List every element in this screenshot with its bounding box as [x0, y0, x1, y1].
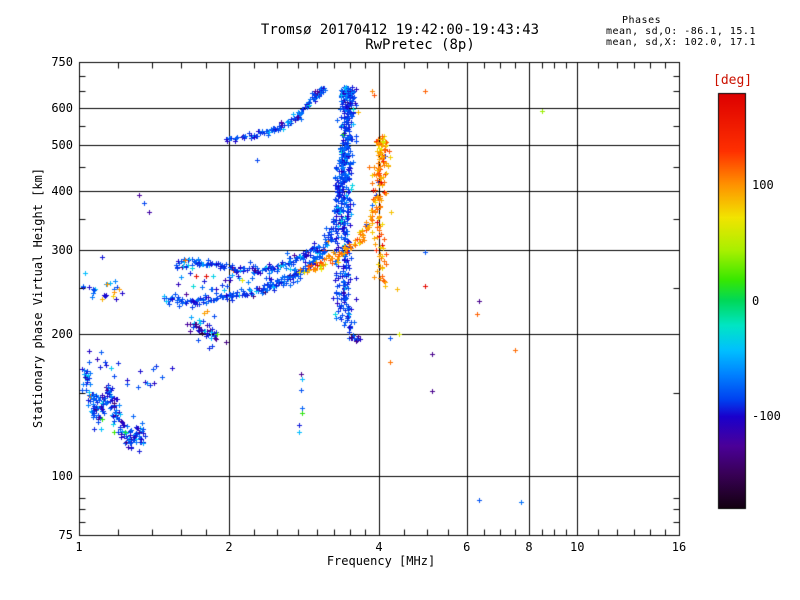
y-tick-label: 750: [51, 55, 73, 69]
plot-title: Tromsø 20170412 19:42:00-19:43:43: [260, 22, 540, 38]
x-tick-label: 4: [375, 540, 383, 554]
y-tick-label: 600: [51, 100, 73, 115]
y-tick-label: 100: [51, 468, 73, 483]
x-tick-label: 8: [525, 540, 533, 554]
colorbar-tick-label: 100: [752, 178, 774, 193]
plot-subtitle: RwPretec (8p): [365, 37, 475, 53]
y-tick-label: 200: [51, 326, 73, 341]
x-tick-label: 16: [671, 540, 687, 554]
colorbar-unit-label: [deg]: [713, 73, 753, 88]
x-tick-label: 2: [225, 540, 233, 554]
x-tick-label: 6: [463, 540, 471, 554]
colorbar-tick-label: 0: [752, 293, 760, 308]
y-tick-label: 500: [51, 138, 73, 153]
phase-stats-header: Phases: [622, 15, 662, 26]
phase-stats-x-mode: mean, sd,X: 102.0, 17.1: [606, 37, 756, 48]
phase-stats-o-mode: mean, sd,O: -86.1, 15.1: [606, 26, 756, 37]
y-axis-label: Stationary phase Virtual Height [km]: [31, 167, 45, 429]
x-tick-label: 1: [75, 540, 83, 554]
x-axis-label: Frequency [MHz]: [326, 554, 436, 568]
y-tick-label: 400: [51, 184, 73, 199]
colorbar-tick-label: -100: [752, 408, 781, 423]
x-tick-label: 10: [570, 540, 585, 554]
y-tick-label: 300: [51, 243, 73, 258]
y-tick-label: 75: [58, 528, 73, 542]
